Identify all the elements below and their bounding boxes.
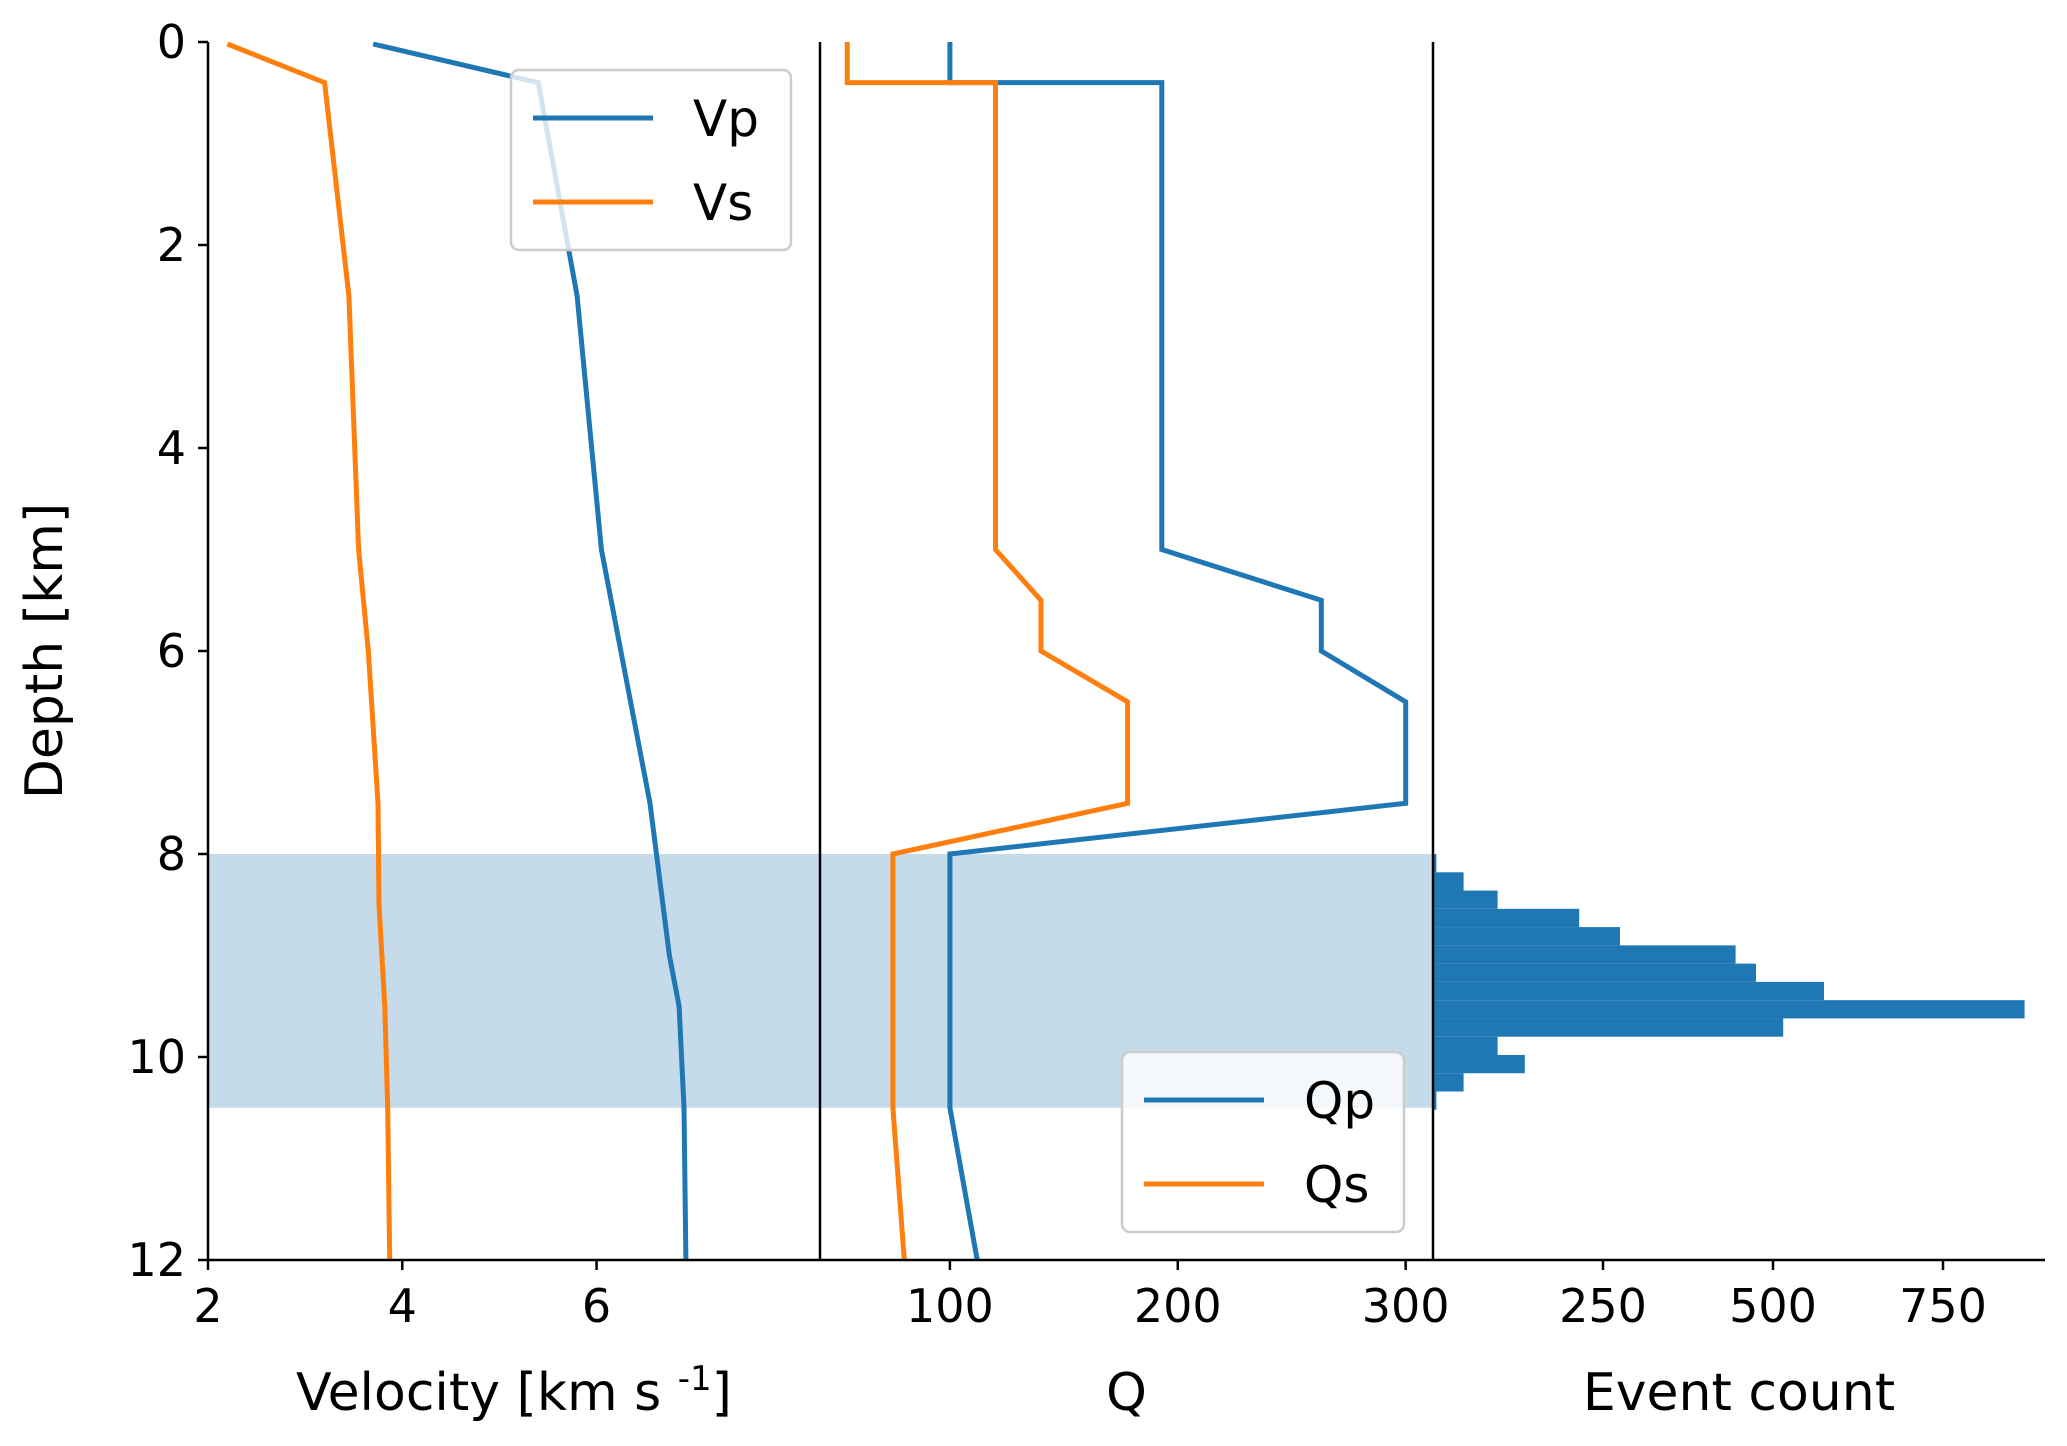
legend-q: Qp Qs (1120, 1050, 1406, 1234)
histogram-bar (1433, 927, 1620, 946)
histogram-bar (1433, 1073, 1464, 1092)
histogram-bar (1433, 1054, 1525, 1074)
y-tick-label: 10 (127, 1030, 186, 1084)
x-tick-label: 300 (1362, 1279, 1450, 1333)
x-tick-label: 250 (1559, 1279, 1647, 1333)
histogram-bar (1433, 963, 1756, 982)
y-axis-title: Depth [km] (15, 503, 75, 799)
x-tick-label: 100 (906, 1279, 994, 1333)
legend-frame (509, 68, 793, 252)
legend-label-vs: Vs (693, 174, 753, 232)
y-tick-label: 4 (157, 421, 186, 475)
x-tick-label: 2 (193, 1279, 222, 1333)
x-axis-title-event-count: Event count (1583, 1363, 1895, 1423)
histogram-bar (1433, 945, 1736, 964)
x-tick-label: 4 (388, 1279, 417, 1333)
legend-label-qs: Qs (1304, 1156, 1369, 1214)
series-line-qs (844, 42, 1131, 1261)
histogram-bar (1433, 1018, 1784, 1037)
y-tick-label: 6 (157, 624, 186, 678)
x-tick-label: 500 (1729, 1279, 1817, 1333)
histogram-bar (1433, 872, 1464, 891)
histogram-bar (1433, 1091, 1437, 1110)
panel-event-count (1433, 854, 2025, 1110)
y-tick-label: 2 (157, 218, 186, 272)
legend-frame (1120, 1050, 1406, 1234)
histogram-bar (1433, 854, 1437, 873)
series-line-qp (947, 42, 1409, 1261)
x-tick-label: 200 (1134, 1279, 1222, 1333)
x-axis-title-velocity: Velocity [km s -1] (296, 1359, 732, 1423)
legend-velocity: Vp Vs (509, 68, 793, 252)
histogram-bar (1433, 890, 1498, 909)
x-axis-title-q: Q (1106, 1363, 1147, 1423)
x-tick-label: 6 (582, 1279, 611, 1333)
histogram-bar (1433, 1036, 1498, 1055)
legend-label-qp: Qp (1304, 1072, 1375, 1130)
legend-label-vp: Vp (693, 90, 759, 148)
y-tick-label: 12 (127, 1233, 186, 1287)
panel-q (844, 42, 1409, 1261)
histogram-bar (1433, 908, 1580, 928)
x-tick-label: 750 (1899, 1279, 1987, 1333)
histogram-bar (1433, 981, 1824, 1001)
histogram-bar (1433, 1000, 2025, 1019)
y-tick-label: 8 (157, 827, 186, 881)
y-tick-label: 0 (157, 15, 186, 69)
series-line-vs (226, 41, 393, 1261)
